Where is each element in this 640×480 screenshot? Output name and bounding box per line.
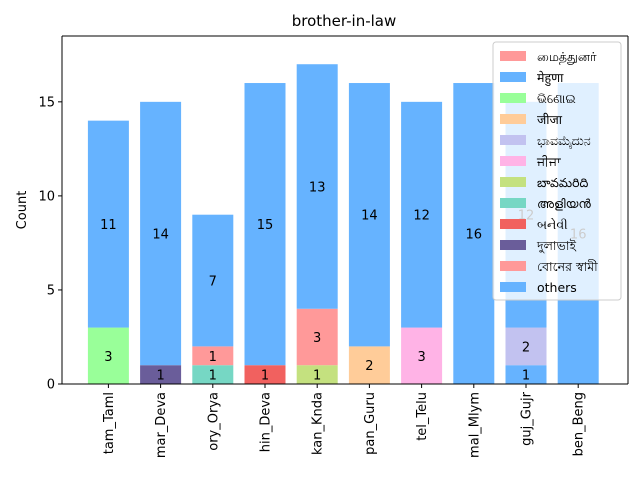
bar-value-label: 3: [417, 350, 425, 365]
bar-segment: [192, 365, 234, 384]
legend-label: others: [537, 280, 577, 295]
bar-segment: [140, 365, 182, 384]
x-tick-label: tam_Taml: [102, 392, 117, 454]
bar-segment: [192, 214, 234, 347]
legend-label: ଭିଣୋଇ: [537, 91, 576, 106]
bar-segment: [505, 327, 547, 366]
bar-value-label: 1: [209, 369, 217, 384]
legend-swatch: [500, 282, 526, 292]
x-tick-label: ory_Orya: [206, 392, 221, 451]
legend-label: मेहुणा: [537, 70, 564, 86]
bar-value-label: 1: [261, 369, 269, 384]
bar-value-label: 13: [309, 180, 326, 195]
bar-value-label: 7: [209, 275, 217, 290]
x-tick-label: tel_Telu: [415, 392, 430, 441]
legend: மைத்துனர் मेहुणा ଭିଣୋଇ जीजा ಭಾವಮೈದುನ ਜੀਜਾ బావమ…: [492, 41, 622, 301]
bar-value-label: 14: [152, 228, 169, 243]
bar-segment: [505, 365, 547, 384]
x-tick-label: pan_Guru: [363, 392, 378, 455]
legend-label: బావమరిది: [537, 175, 589, 190]
legend-label: അളിയൻ: [537, 196, 591, 211]
bar-segment: [296, 64, 338, 309]
bar-value-label: 3: [313, 331, 321, 346]
bar-segment: [140, 101, 182, 366]
legend-swatch: [500, 261, 526, 271]
bar-segment: [348, 83, 390, 347]
y-axis-label: Count: [15, 191, 30, 230]
bar-segment: [87, 120, 129, 328]
legend-label: ਜੀਜਾ: [536, 154, 562, 169]
y-tick-label: 0: [47, 378, 55, 393]
bar-value-label: 12: [413, 209, 430, 224]
bar-segment: [348, 346, 390, 384]
bar-value-label: 1: [313, 369, 321, 384]
y-tick-label: 10: [38, 189, 55, 204]
bar-segment: [401, 101, 443, 328]
legend-swatch: [500, 240, 526, 250]
legend-label: जीजा: [537, 112, 563, 127]
bar-value-label: 1: [522, 369, 530, 384]
bar-value-label: 11: [100, 218, 117, 233]
bar-segment: [453, 83, 495, 384]
legend-label: ಭಾವಮೈದುನ: [537, 133, 591, 149]
legend-label: দুলাভাই: [536, 238, 577, 254]
chart-title: brother-in-law: [292, 12, 397, 30]
bar-segment: [296, 308, 338, 366]
x-tick-label: ben_Beng: [572, 392, 587, 456]
bar-value-label: 14: [361, 209, 378, 224]
bar-value-label: 16: [466, 228, 483, 243]
legend-swatch: [500, 219, 526, 229]
legend-swatch: [500, 51, 526, 61]
y-tick-label: 15: [38, 95, 55, 110]
bar-segment: [401, 327, 443, 384]
bar-segment: [296, 365, 338, 384]
legend-swatch: [500, 135, 526, 145]
bar-segment: [244, 365, 286, 384]
legend-label: மைத்துனர்: [537, 49, 597, 65]
bar-segment: [192, 346, 234, 366]
y-tick-label: 5: [47, 283, 55, 298]
bar-segment: [244, 83, 286, 366]
legend-label: বোনের স্বামী: [537, 259, 598, 274]
bar-value-label: 2: [365, 359, 373, 374]
legend-swatch: [500, 198, 526, 208]
bar-segment: [87, 327, 129, 384]
x-tick-label: guj_Gujr: [520, 391, 535, 446]
bar-value-label: 1: [156, 369, 164, 384]
bar-value-label: 2: [522, 340, 530, 355]
bar-value-label: 1: [209, 350, 217, 365]
legend-swatch: [500, 177, 526, 187]
legend-swatch: [500, 93, 526, 103]
bar-value-label: 3: [104, 350, 112, 365]
legend-label: બનેવી: [537, 217, 568, 232]
x-tick-label: mar_Deva: [154, 392, 169, 458]
legend-box: [492, 41, 622, 301]
x-tick-label: hin_Deva: [259, 392, 274, 452]
legend-swatch: [500, 72, 526, 82]
x-tick-label: mal_Mlym: [467, 392, 482, 458]
x-tick-label: kan_Knda: [311, 392, 326, 455]
bar-value-label: 15: [257, 218, 274, 233]
legend-swatch: [500, 156, 526, 166]
legend-swatch: [500, 114, 526, 124]
